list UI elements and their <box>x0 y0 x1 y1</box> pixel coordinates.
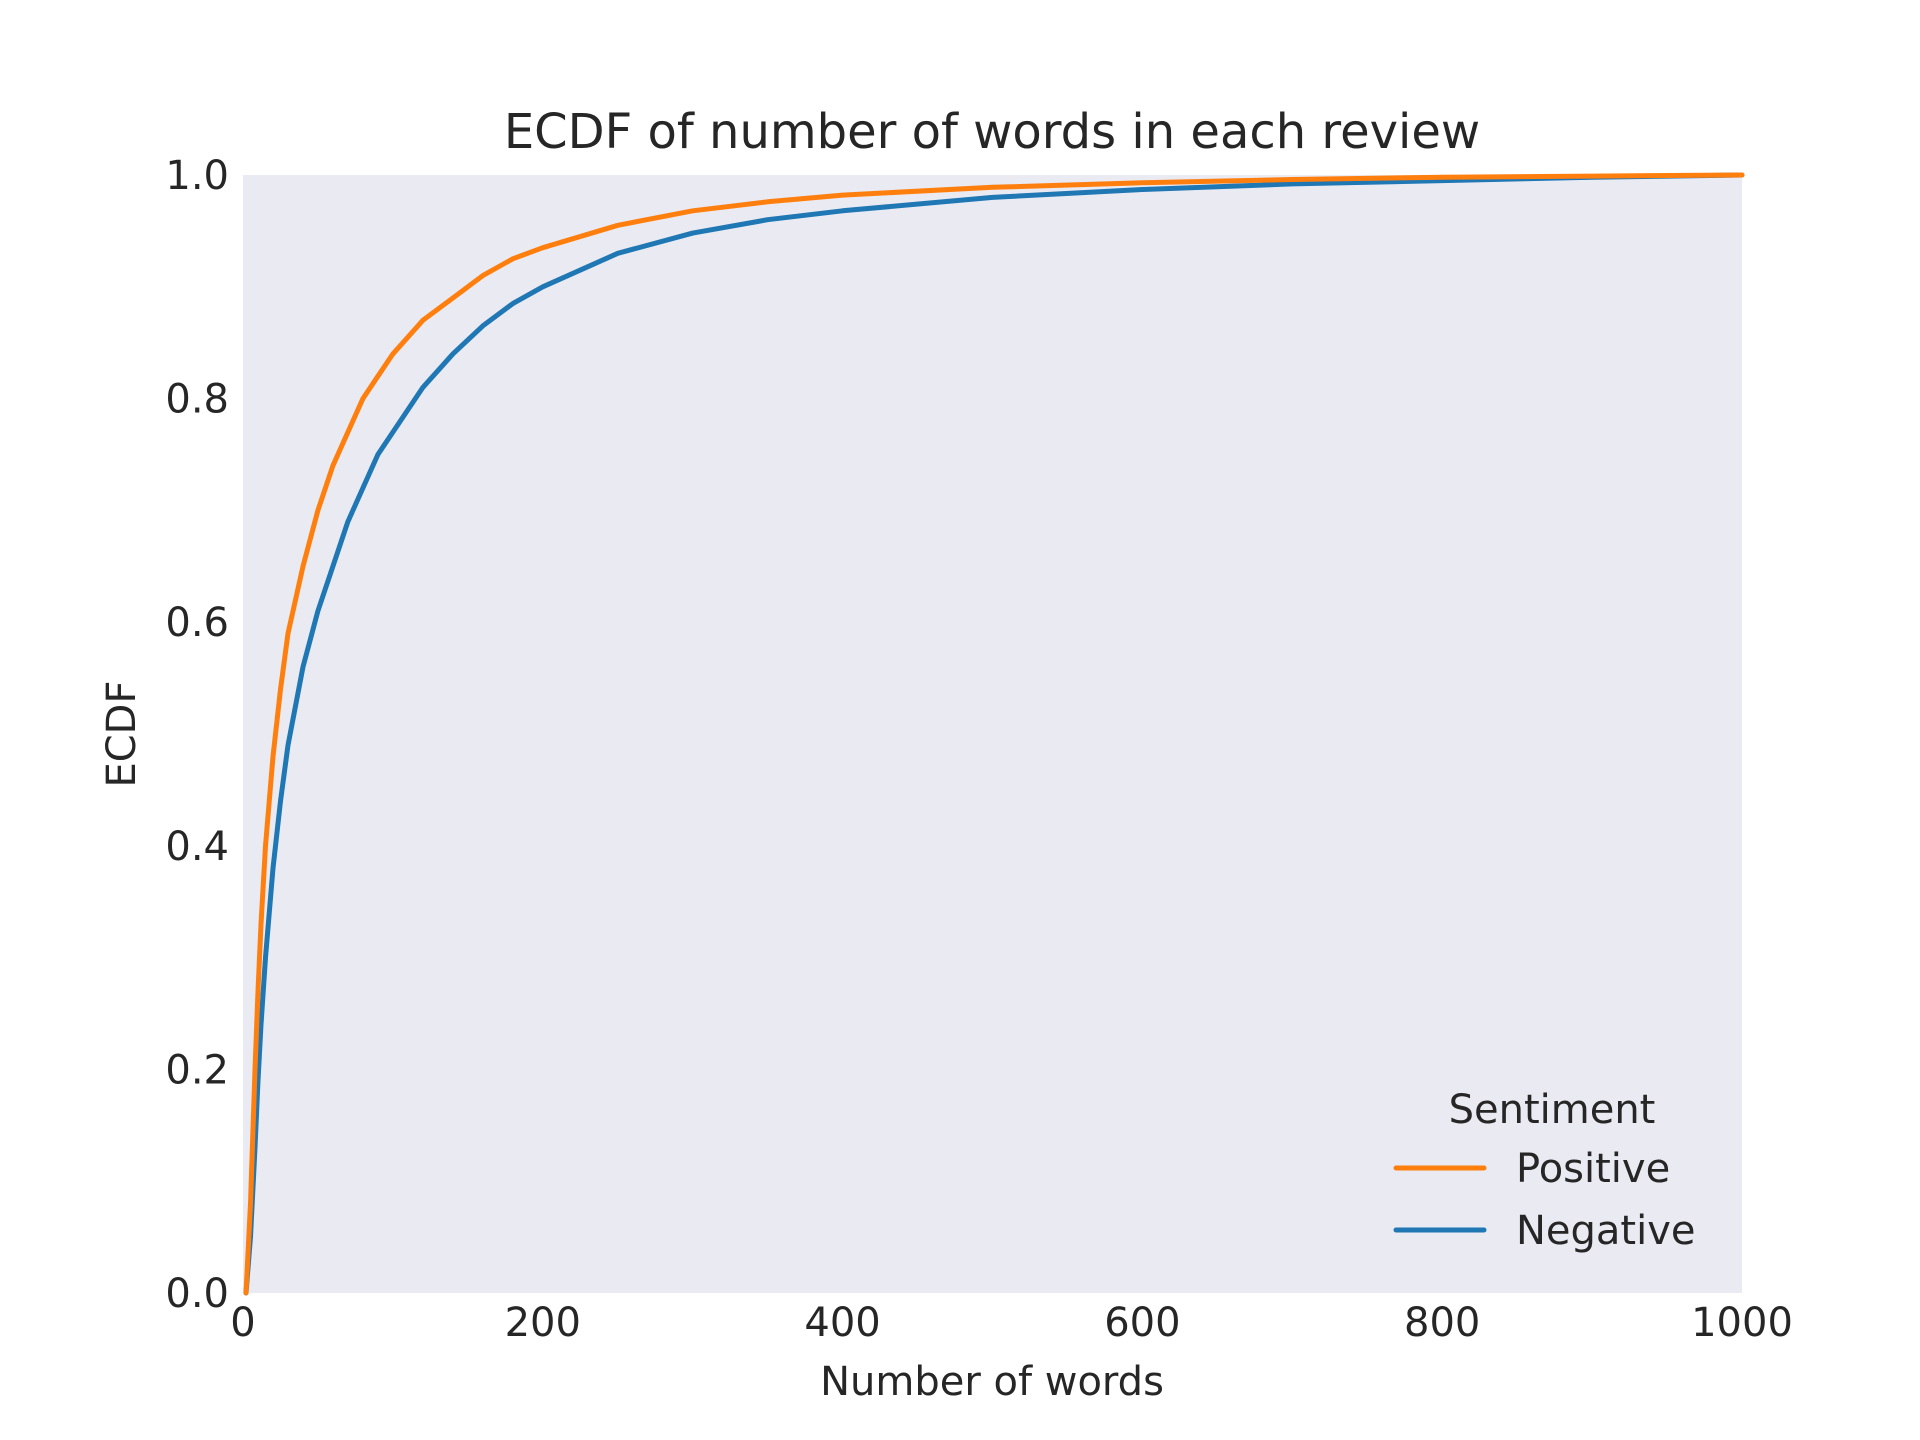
x-tick-label: 1000 <box>1691 1300 1793 1346</box>
legend: Sentiment Positive Negative <box>1393 1087 1696 1254</box>
y-tick-label: 0.2 <box>165 1047 229 1093</box>
legend-label-positive: Positive <box>1516 1146 1670 1192</box>
x-tick-label: 200 <box>505 1300 581 1346</box>
y-tick-label: 0.6 <box>165 600 229 646</box>
y-tick-label: 0.8 <box>165 377 229 423</box>
x-tick-label: 400 <box>804 1300 880 1346</box>
y-tick-label: 1.0 <box>165 153 229 199</box>
series-line-positive <box>243 172 1745 1296</box>
series-line-negative <box>243 172 1745 1296</box>
legend-label-negative: Negative <box>1516 1208 1696 1254</box>
y-tick-labels: 0.0 0.2 0.4 0.6 0.8 1.0 <box>165 153 229 1317</box>
y-tick-label: 0.0 <box>165 1271 229 1317</box>
series-layer <box>243 172 1745 1296</box>
x-tick-label: 600 <box>1104 1300 1180 1346</box>
x-axis-label: Number of words <box>820 1359 1164 1405</box>
plot-area <box>243 175 1742 1293</box>
x-tick-labels: 0 200 400 600 800 1000 <box>230 1300 1793 1346</box>
chart-title: ECDF of number of words in each review <box>504 104 1480 160</box>
legend-title: Sentiment <box>1449 1087 1656 1133</box>
x-tick-label: 0 <box>230 1300 255 1346</box>
y-tick-label: 0.4 <box>165 824 229 870</box>
x-tick-label: 800 <box>1404 1300 1480 1346</box>
y-axis-label: ECDF <box>99 680 145 787</box>
